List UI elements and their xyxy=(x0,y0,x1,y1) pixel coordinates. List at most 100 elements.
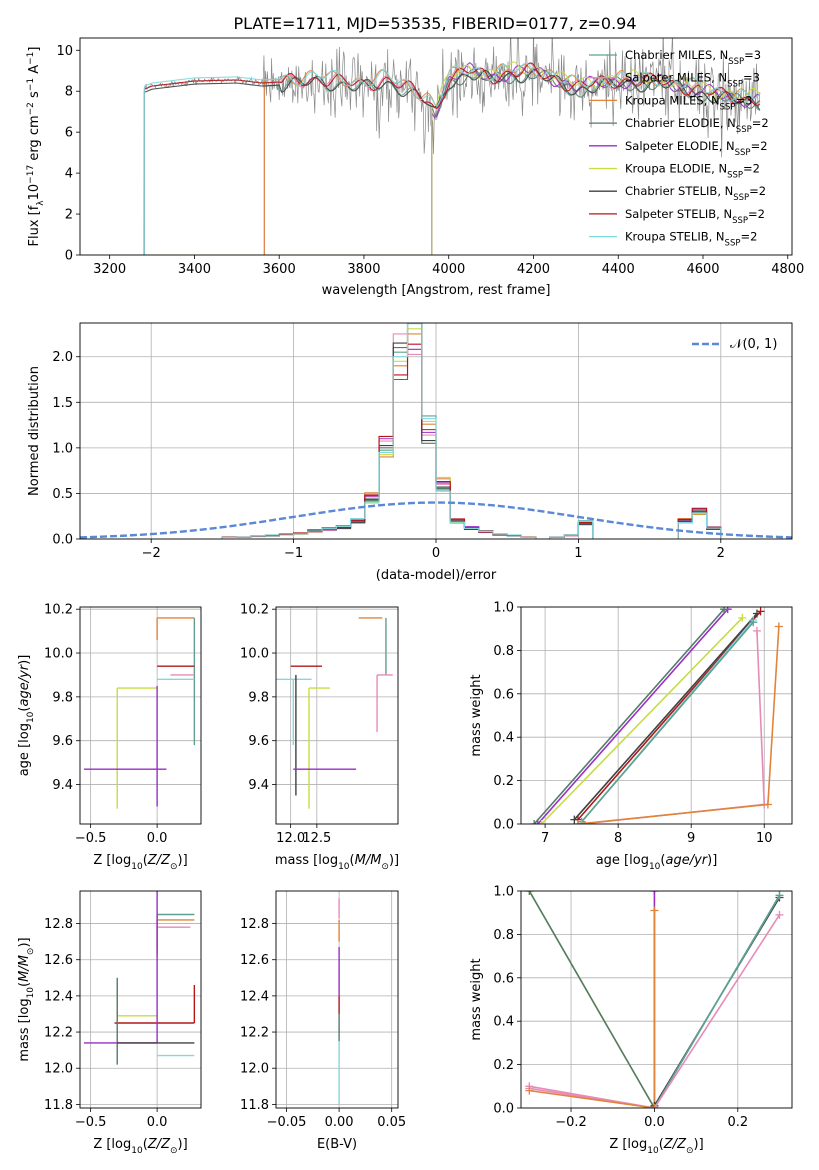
y-tick-label: 9.8 xyxy=(248,690,269,705)
x-tick-label: 12.5 xyxy=(302,831,331,846)
y-tick-label: 10.2 xyxy=(44,603,73,618)
x-tick-label: 3200 xyxy=(93,262,126,277)
age-vs-metallicity-panel: −0.5 0.09.49.69.810.010.2Z [log10(Z/Z⊙)]a… xyxy=(17,603,202,872)
label-part: A xyxy=(27,65,42,78)
label-part: M/M xyxy=(355,853,382,868)
mass_vs_EBV-x-label: E(B-V) xyxy=(317,1137,357,1152)
axes-frame xyxy=(520,606,793,825)
label-part: )] xyxy=(17,655,32,665)
histogram-steps xyxy=(193,333,722,539)
label-part: mass [log xyxy=(17,998,32,1061)
label-part: −2 xyxy=(26,102,36,115)
weight-line xyxy=(528,891,656,1108)
axes-frame xyxy=(275,890,399,1109)
x-tick-label: −2 xyxy=(142,546,161,561)
y-tick-label: 9.4 xyxy=(248,778,269,793)
label-part: ⊙ xyxy=(170,862,178,872)
x-tick-label: −1 xyxy=(284,546,303,561)
plus-marker xyxy=(738,613,747,622)
weight-line xyxy=(533,608,725,824)
legend-text: Chabrier MILES, N xyxy=(625,48,728,62)
legend-text: =2 xyxy=(748,207,765,221)
x-tick-label: 3800 xyxy=(347,262,380,277)
label-part: Z [log xyxy=(609,1137,647,1152)
label-part: Z [log xyxy=(93,853,131,868)
histogram-steps xyxy=(193,323,722,539)
x-tick-label: 0.00 xyxy=(325,1115,354,1130)
x-tick-label: 12.0 xyxy=(276,831,305,846)
plus-marker xyxy=(752,609,761,618)
legend-entry-label: Chabrier STELIB, NSSP=2 xyxy=(625,184,766,203)
legend-subscript: SSP xyxy=(733,193,749,203)
plus-marker xyxy=(775,910,784,919)
label-part: Z/Z xyxy=(663,1137,687,1152)
y-tick-label: 1.5 xyxy=(52,396,73,411)
label-part: −1 xyxy=(26,52,36,65)
legend-text: Kroupa MILES, N xyxy=(625,93,720,107)
x-tick-label: −0.5 xyxy=(75,1115,107,1130)
label-part: 10 xyxy=(647,1146,659,1156)
histogram-steps xyxy=(193,323,722,539)
weight_vs_Z-x-label: Z [log10(Z/Z⊙)] xyxy=(609,1137,703,1156)
y-tick-label: 0.2 xyxy=(493,774,514,789)
x-tick-label: 0.2 xyxy=(727,1115,748,1130)
y-tick-label: 9.4 xyxy=(52,778,73,793)
legend-text: Salpeter MILES, N xyxy=(625,71,727,85)
x-tick-label: 10 xyxy=(756,831,773,846)
y-tick-label: 0.5 xyxy=(52,487,73,502)
legend-subscript: SSP xyxy=(736,125,752,135)
label-part: ] xyxy=(27,47,42,52)
model-spectrum-line xyxy=(109,62,761,255)
weight_vs_age-y-label: mass weight xyxy=(469,674,484,756)
legend-text: =2 xyxy=(740,230,757,244)
y-tick-label: 12.2 xyxy=(44,1026,73,1041)
x-tick-label: 4600 xyxy=(686,262,719,277)
legend-text: Chabrier STELIB, N xyxy=(625,184,733,198)
spectrum-y-label: Flux [fλ10−17 erg cm−2 s−1 A−1] xyxy=(26,47,46,247)
legend-text: =3 xyxy=(743,71,760,85)
x-tick-label: 2 xyxy=(717,546,725,561)
axes-frame xyxy=(79,37,793,256)
plus-marker xyxy=(650,891,659,895)
label-part: 10 xyxy=(26,711,36,723)
figure-title: PLATE=1711, MJD=53535, FIBERID=0177, z=0… xyxy=(233,14,636,33)
y-tick-label: 9.6 xyxy=(248,734,269,749)
x-tick-label: 0 xyxy=(432,546,440,561)
label-part: 10 xyxy=(27,184,42,201)
x-tick-label: −0.05 xyxy=(267,1115,307,1130)
legend-text: =2 xyxy=(752,116,769,130)
legend-text: =3 xyxy=(735,93,752,107)
label-part: erg cm xyxy=(27,115,42,164)
age_vs_Z-y-label: age [log10(age/yr)] xyxy=(17,655,36,777)
y-tick-label: 1.0 xyxy=(493,885,514,900)
label-part: mass [log xyxy=(275,853,338,868)
label-part: ( xyxy=(660,853,665,868)
x-tick-label: 0.0 xyxy=(147,1115,168,1130)
legend-text: =2 xyxy=(749,184,766,198)
label-part: λ xyxy=(36,200,46,206)
plot-area xyxy=(521,607,792,824)
x-tick-label: 8 xyxy=(614,831,622,846)
plus-marker xyxy=(530,820,539,824)
weight-line xyxy=(653,894,781,1108)
y-tick-label: 0.0 xyxy=(52,533,73,548)
age_vs_Z-x-label: Z [log10(Z/Z⊙)] xyxy=(93,853,187,872)
weight_vs_Z-y-label: mass weight xyxy=(469,958,484,1040)
y-tick-label: 11.8 xyxy=(44,1098,73,1113)
label-part: )] xyxy=(178,853,188,868)
legend-text: =3 xyxy=(744,48,761,62)
legend-text: Kroupa STELIB, N xyxy=(625,230,725,244)
y-tick-label: 9.6 xyxy=(52,734,73,749)
legend-entry-label: Chabrier ELODIE, NSSP=2 xyxy=(625,116,769,135)
y-tick-label: 4 xyxy=(65,167,73,182)
x-tick-label: −0.2 xyxy=(555,1115,587,1130)
label-part: E(B-V) xyxy=(317,1137,357,1152)
y-tick-label: 9.8 xyxy=(52,690,73,705)
weight-line xyxy=(581,621,754,823)
label-part: age/yr xyxy=(665,853,708,868)
label-part: age/yr xyxy=(17,663,32,706)
plot-area xyxy=(80,891,201,1108)
label-part: ⊙ xyxy=(381,862,389,872)
legend-subscript: SSP xyxy=(735,148,751,158)
